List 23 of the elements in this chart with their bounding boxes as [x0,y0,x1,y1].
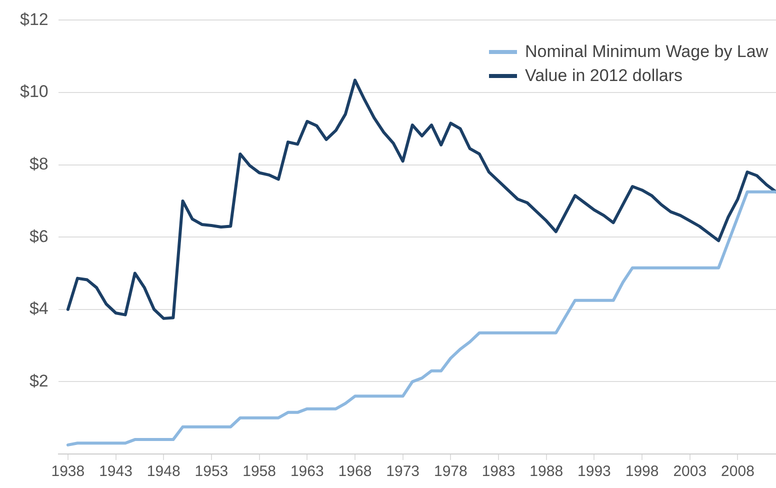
x-tick-label: 1973 [386,463,420,480]
y-tick-label: $4 [29,299,48,318]
x-tick-label: 2008 [721,463,754,480]
y-tick-label: $2 [29,371,48,390]
y-tick-label: $10 [20,82,48,102]
x-tick-label: 1978 [434,463,468,480]
y-tick-label: $6 [29,226,48,246]
x-tick-label: 1943 [99,463,132,480]
y-tick-label: $8 [29,154,48,174]
x-tick-label: 2003 [673,463,707,480]
legend-label: Value in 2012 dollars [525,65,683,88]
x-tick-label: 1988 [530,463,564,480]
y-tick-label: $12 [20,10,48,29]
legend-label: Nominal Minimum Wage by Law [525,41,768,64]
x-tick-label: 1938 [51,463,85,480]
x-tick-label: 1958 [242,463,276,480]
x-tick-label: 1983 [482,463,516,480]
x-tick-label: 1968 [338,463,372,480]
x-tick-label: 1993 [578,463,611,480]
x-tick-label: 1953 [194,463,228,480]
x-tick-label: 1948 [146,463,180,480]
x-tick-label: 1963 [290,463,324,480]
x-tick-label: 1998 [625,463,659,480]
